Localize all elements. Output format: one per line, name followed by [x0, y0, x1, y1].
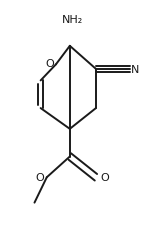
Text: O: O — [45, 59, 54, 69]
Text: NH₂: NH₂ — [62, 15, 84, 25]
Text: O: O — [101, 173, 109, 182]
Text: N: N — [131, 65, 139, 75]
Text: O: O — [35, 173, 44, 182]
